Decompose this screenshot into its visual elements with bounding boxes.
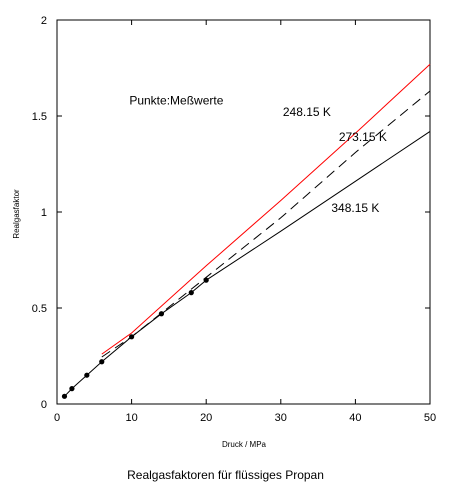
- x-tick-label: 0: [54, 412, 60, 424]
- series-line-348-15-k: [64, 130, 431, 397]
- y-axis-label: Realgasfaktor: [12, 189, 21, 239]
- x-tick-label: 40: [349, 412, 361, 424]
- data-point-me-werte: [99, 359, 105, 365]
- data-point-me-werte: [188, 290, 194, 296]
- data-point-me-werte: [61, 393, 68, 399]
- annotation-348-15-k: 348.15 K: [331, 201, 379, 215]
- plot-area: 0 10 20 30 40 50 0 0.5 1 1.5 2 Punkte:Meßwerte 248.1…: [32, 15, 436, 424]
- annotation-punkte-me-werte: Punkte:Meßwerte: [129, 93, 223, 107]
- x-tick-label: 20: [200, 412, 212, 424]
- chart-svg: 0 10 20 30 40 50 0 0.5 1 1.5 2 Punkte:Meßwerte 248.1…: [12, 15, 436, 449]
- y-tick-label: 2: [41, 15, 47, 27]
- annotation-273-15-k: 273.15 K: [339, 130, 387, 144]
- data-point-me-werte: [69, 386, 75, 392]
- x-tick-label: 50: [424, 412, 436, 424]
- y-tick-label: 0: [41, 399, 47, 411]
- annotation-248-15-k: 248.15 K: [283, 105, 331, 119]
- data-point-me-werte: [203, 277, 209, 283]
- chart-title: Realgasfaktoren für flüssiges Propan: [127, 468, 324, 482]
- series-line-248-15-k: [101, 63, 431, 355]
- series-line-273-15-k: [101, 90, 431, 358]
- data-point-me-werte: [84, 372, 90, 378]
- y-tick-label: 1.5: [32, 111, 47, 123]
- data-point-me-werte: [158, 311, 165, 317]
- x-tick-label: 10: [125, 412, 137, 424]
- x-tick-label: 30: [275, 412, 287, 424]
- y-tick-label: 0.5: [32, 303, 47, 315]
- data-point-me-werte: [129, 334, 135, 340]
- y-tick-label: 1: [41, 207, 47, 219]
- x-axis-label: Druck / MPa: [222, 440, 267, 449]
